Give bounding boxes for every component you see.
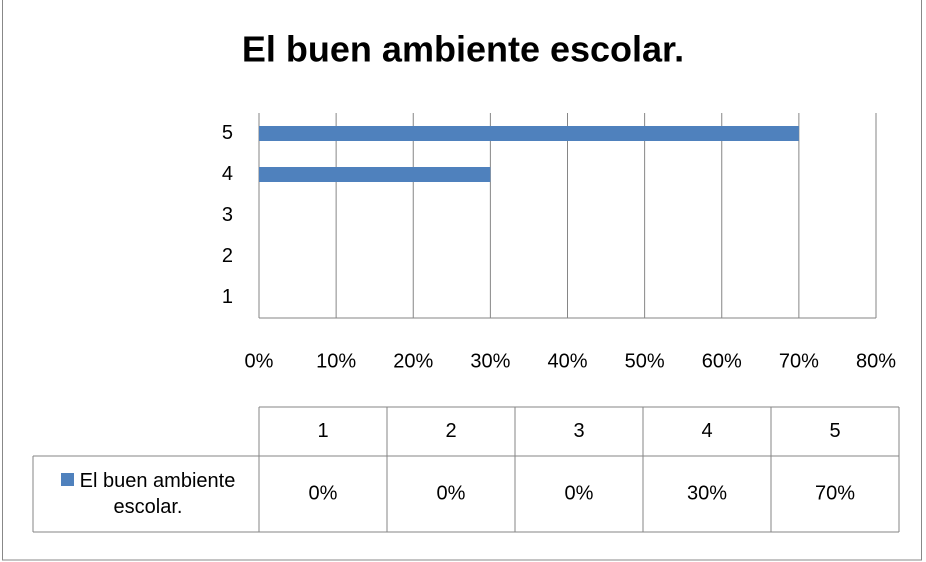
legend-key	[60, 473, 74, 486]
table-value: 0%	[565, 482, 594, 504]
x-tick-label: 60%	[702, 350, 742, 372]
x-tick-label: 20%	[393, 350, 433, 372]
table-value: 70%	[815, 482, 855, 504]
x-tick-label: 50%	[625, 350, 665, 372]
x-tick-label: 40%	[547, 350, 587, 372]
legend-label: El buen ambiente escolar.	[79, 470, 236, 518]
y-tick-label: 1	[222, 286, 233, 308]
y-tick-label: 5	[222, 122, 233, 144]
x-tick-label: 80%	[856, 350, 896, 372]
table-value: 0%	[309, 482, 338, 504]
table-header: 3	[573, 420, 584, 442]
table-header: 4	[701, 420, 712, 442]
bar	[259, 167, 491, 182]
table-value: 30%	[687, 482, 727, 504]
table-value: 0%	[437, 482, 466, 504]
x-tick-label: 10%	[316, 350, 356, 372]
table-header: 5	[829, 420, 840, 442]
x-tick-label: 70%	[779, 350, 819, 372]
table-header: 1	[317, 420, 328, 442]
table-header: 2	[445, 420, 456, 442]
x-tick-label: 0%	[245, 350, 274, 372]
bar	[259, 126, 799, 141]
legend-entry: El buen ambiente escolar.	[40, 458, 256, 530]
y-tick-label: 4	[222, 163, 233, 185]
y-tick-label: 3	[222, 204, 233, 226]
y-tick-label: 2	[222, 245, 233, 267]
chart-title: El buen ambiente escolar.	[242, 29, 684, 70]
x-tick-label: 30%	[470, 350, 510, 372]
